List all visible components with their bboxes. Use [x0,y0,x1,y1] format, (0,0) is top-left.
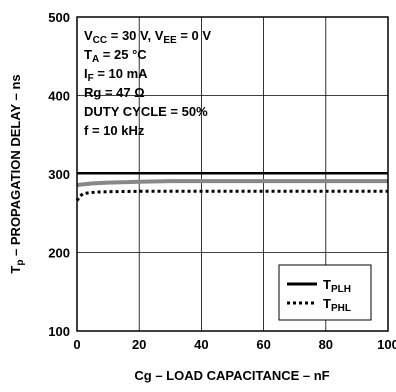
subscript-text: PHL [331,303,351,314]
subscript-text: CC [93,35,107,46]
y-tick-label: 100 [48,324,70,339]
x-axis-label: Cg – LOAD CAPACITANCE – nF [134,368,329,383]
condition-duty-cycle: DUTY CYCLE = 50% [84,104,208,119]
text-run: T [323,296,331,311]
y-tick-label: 300 [48,167,70,182]
test-conditions: VCC = 30 V, VEE = 0 V TA = 25 °C IF = 10… [84,28,211,138]
text-run: = 30 V, V [107,28,164,43]
subscript-text: EE [163,35,177,46]
text-run: = 10 mA [94,66,148,81]
text-run: V [84,28,93,43]
subscript-text: PLH [331,284,351,295]
y-tick-label: 400 [48,89,70,104]
x-tick-label: 100 [377,337,396,352]
text-run: T [84,47,92,62]
x-tick-label: 40 [194,337,208,352]
condition-supply-voltage: VCC = 30 V, VEE = 0 V [84,28,211,46]
text-run: f = 10 kHz [84,123,145,138]
text-run: – PROPAGATION DELAY – ns [8,74,23,259]
x-tick-label: 0 [73,337,80,352]
series-line-tphl [77,191,388,200]
text-run: = 25 °C [99,47,147,62]
legend: TPLH TPHL [279,265,371,320]
text-run: T [323,277,331,292]
x-tick-label: 60 [256,337,270,352]
x-tick-label: 80 [319,337,333,352]
y-tick-label: 500 [48,10,70,25]
text-run: = 0 V [177,28,212,43]
condition-gate-resistance: Rg = 47 Ω [84,85,145,100]
condition-forward-current: IF = 10 mA [84,66,148,84]
subscript-text: A [92,54,99,65]
text-run: T [8,266,23,274]
text-run: DUTY CYCLE = 50% [84,104,208,119]
x-tick-label: 20 [132,337,146,352]
condition-ambient-temperature: TA = 25 °C [84,47,147,65]
y-axis-label: Tp – PROPAGATION DELAY – ns [8,74,26,273]
text-run: Rg = 47 Ω [84,85,145,100]
y-tick-label: 200 [48,246,70,261]
condition-frequency: f = 10 kHz [84,123,145,138]
legend-box [279,265,371,320]
series-layer [77,173,388,201]
series-line-gray [77,181,388,185]
